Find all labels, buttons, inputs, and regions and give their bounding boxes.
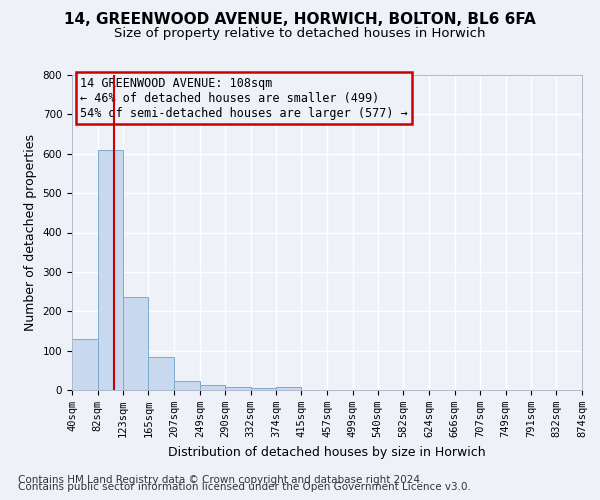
X-axis label: Distribution of detached houses by size in Horwich: Distribution of detached houses by size … — [168, 446, 486, 458]
Bar — [148, 358, 174, 390]
Text: Contains public sector information licensed under the Open Government Licence v3: Contains public sector information licen… — [18, 482, 471, 492]
Text: 14 GREENWOOD AVENUE: 108sqm
← 46% of detached houses are smaller (499)
54% of se: 14 GREENWOOD AVENUE: 108sqm ← 46% of det… — [80, 76, 407, 120]
Bar — [98, 150, 123, 390]
Bar — [225, 387, 251, 390]
Bar — [276, 387, 301, 390]
Bar — [200, 386, 225, 390]
Bar — [251, 388, 276, 390]
Text: Contains HM Land Registry data © Crown copyright and database right 2024.: Contains HM Land Registry data © Crown c… — [18, 475, 424, 485]
Bar — [174, 382, 200, 390]
Bar — [123, 298, 148, 390]
Text: Size of property relative to detached houses in Horwich: Size of property relative to detached ho… — [114, 28, 486, 40]
Text: 14, GREENWOOD AVENUE, HORWICH, BOLTON, BL6 6FA: 14, GREENWOOD AVENUE, HORWICH, BOLTON, B… — [64, 12, 536, 28]
Y-axis label: Number of detached properties: Number of detached properties — [24, 134, 37, 331]
Bar — [72, 339, 98, 390]
